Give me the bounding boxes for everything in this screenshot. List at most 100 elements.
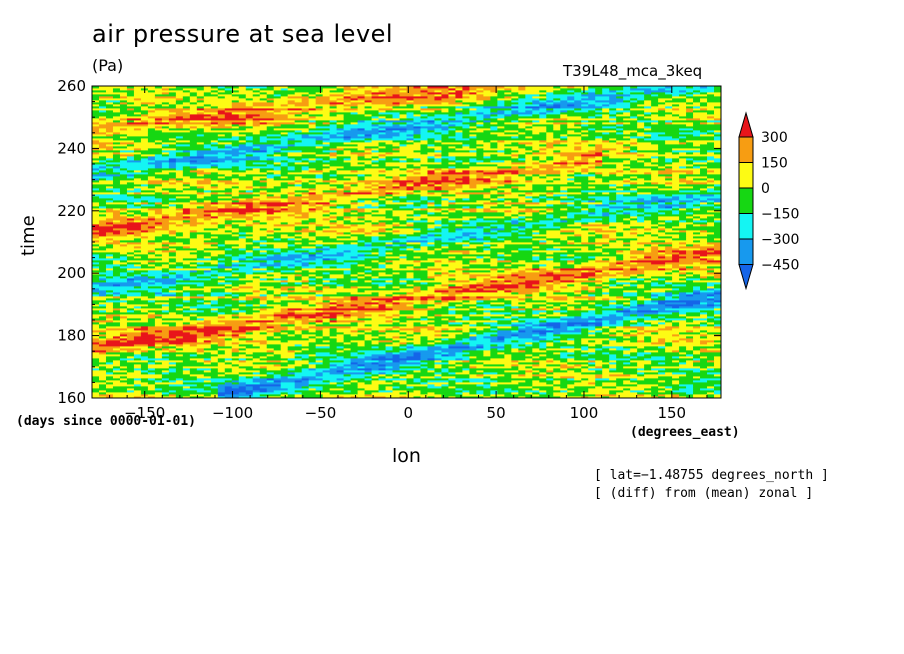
field-cell (371, 292, 379, 295)
field-cell (504, 246, 533, 249)
field-cell (665, 358, 694, 361)
field-cell (378, 314, 386, 317)
field-cell (553, 218, 561, 221)
field-cell (518, 366, 526, 369)
field-cell (630, 314, 638, 317)
field-cell (420, 264, 435, 267)
field-cell (280, 332, 289, 335)
field-cell (203, 332, 219, 335)
field-cell (189, 374, 205, 377)
field-cell (525, 264, 533, 267)
field-cell (497, 198, 505, 201)
field-cell (182, 288, 212, 291)
field-cell (385, 314, 393, 317)
field-cell (504, 356, 512, 359)
field-cell (301, 276, 310, 279)
field-cell (210, 274, 219, 277)
field-cell (651, 336, 687, 339)
field-cell (385, 346, 393, 349)
field-cell (665, 200, 673, 203)
field-cell (105, 322, 121, 325)
field-cell (602, 332, 610, 335)
field-cell (308, 210, 317, 213)
field-cell (602, 342, 610, 345)
field-cell (511, 282, 519, 285)
field-cell (441, 350, 463, 353)
field-cell (420, 286, 428, 289)
field-cell (210, 254, 219, 257)
field-cell (630, 232, 638, 235)
field-cell (707, 314, 715, 317)
field-cell (98, 376, 107, 379)
field-cell (392, 360, 400, 363)
field-cell (98, 332, 107, 335)
field-cell (455, 296, 463, 299)
field-cell (693, 216, 701, 219)
field-cell (203, 396, 219, 399)
field-cell (231, 254, 240, 257)
field-cell (441, 226, 477, 229)
field-cell (399, 346, 407, 349)
field-cell (308, 364, 317, 367)
field-cell (546, 230, 561, 233)
field-cell (707, 396, 715, 399)
field-cell (630, 324, 652, 327)
field-cell (371, 222, 379, 225)
field-cell (315, 286, 324, 289)
field-cell (336, 320, 365, 323)
field-cell (616, 362, 624, 365)
field-cell (574, 328, 582, 331)
field-cell (630, 304, 638, 307)
field-cell (406, 240, 428, 243)
field-cell (413, 224, 428, 227)
field-cell (567, 236, 582, 239)
field-cell (308, 250, 317, 253)
field-cell (651, 396, 659, 399)
field-cell (336, 304, 344, 307)
field-cell (644, 274, 680, 277)
field-cell (616, 334, 624, 337)
field-cell (525, 268, 533, 271)
field-cell (133, 216, 142, 219)
field-cell (357, 242, 365, 245)
field-cell (259, 288, 268, 291)
field-cell (357, 200, 365, 203)
field-cell (448, 204, 484, 207)
field-cell (259, 262, 268, 265)
field-cell (525, 322, 533, 325)
field-cell (581, 256, 589, 259)
field-cell (616, 366, 624, 369)
field-cell (301, 302, 310, 305)
field-cell (462, 286, 470, 289)
field-cell (609, 206, 631, 209)
field-cell (196, 220, 226, 223)
field-cell (497, 288, 505, 291)
field-cell (623, 352, 631, 355)
field-cell (259, 246, 275, 249)
field-cell (280, 348, 289, 351)
field-cell (105, 214, 114, 217)
field-cell (224, 386, 233, 389)
field-cell (182, 322, 191, 325)
field-cell (329, 272, 344, 275)
field-cell (112, 274, 121, 277)
field-cell (322, 374, 344, 377)
field-cell (350, 304, 358, 307)
field-cell (616, 250, 624, 253)
field-cell (658, 376, 673, 379)
field-cell (294, 260, 303, 263)
field-cell (448, 244, 463, 247)
field-cell (385, 280, 393, 283)
field-cell (483, 392, 491, 395)
field-cell (168, 214, 177, 217)
field-cell (595, 208, 603, 211)
field-cell (259, 356, 268, 359)
field-cell (511, 262, 561, 265)
field-cell (553, 306, 561, 309)
field-cell (336, 318, 358, 321)
field-cell (637, 276, 652, 279)
field-cell (504, 280, 512, 283)
field-cell (168, 206, 177, 209)
field-cell (364, 394, 372, 397)
field-cell (560, 386, 568, 389)
